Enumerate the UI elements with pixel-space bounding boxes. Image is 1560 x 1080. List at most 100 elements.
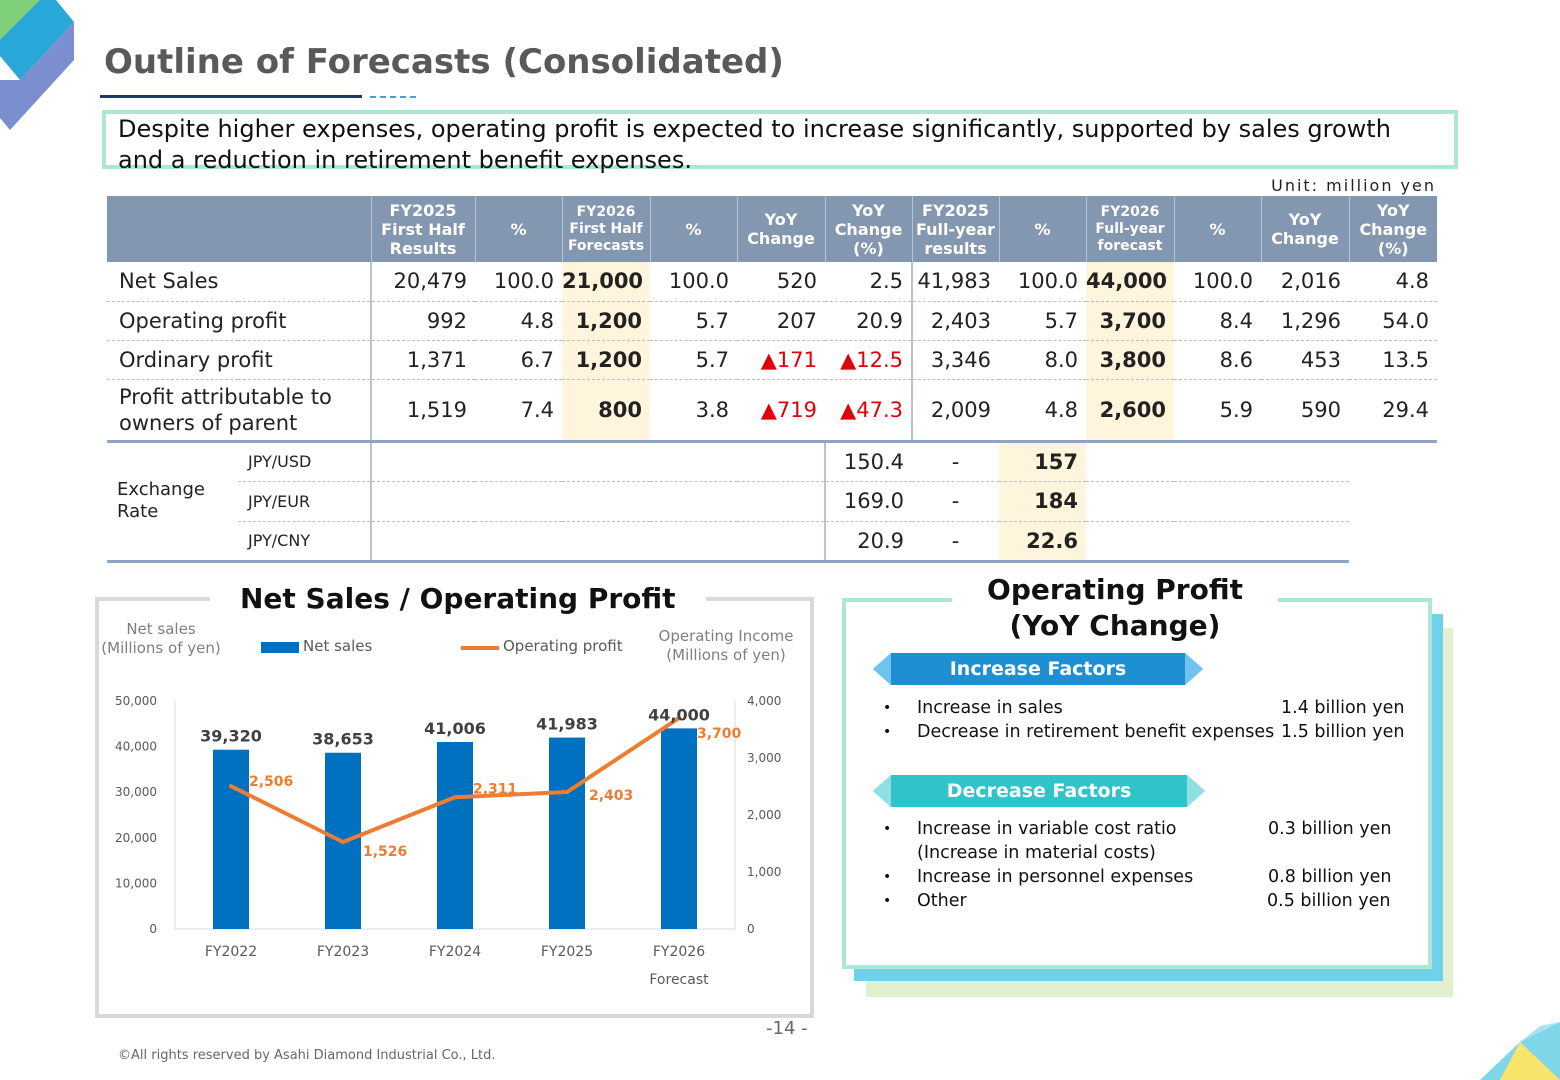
net-sales-bar (437, 742, 473, 929)
table-cell: 4.8 (1349, 262, 1437, 302)
table-cell: 100.0 (650, 262, 737, 302)
net-sales-data-label: 41,006 (424, 719, 486, 738)
table-cell: 8.0 (999, 340, 1086, 380)
net-sales-data-label: 38,653 (312, 730, 374, 749)
header-cell: % (475, 196, 563, 262)
y-tick-left: 20,000 (115, 831, 157, 845)
table-cell: 2,009 (911, 379, 999, 443)
table-cell: 2,016 (1261, 262, 1349, 302)
operating-profit-point (453, 795, 457, 800)
table-row: Ordinary profit 1,371 6.7 1,200 5.7 ▲171… (107, 340, 1437, 380)
y-tick-right: 3,000 (747, 751, 781, 765)
table-cell: 54.0 (1349, 301, 1437, 341)
header-cell: YoY Change (1261, 196, 1350, 262)
table-cell: 5.9 (1174, 379, 1261, 443)
operating-profit-data-label: 3,700 (697, 726, 742, 742)
corner-decoration (1480, 1022, 1560, 1080)
forecast-table: FY2025 First Half Results % FY2026 First Ha… (107, 196, 1437, 563)
operating-profit-point (229, 784, 233, 789)
exchange-row: Exchange Rate JPY/USD 150.4 - 157 (107, 441, 1437, 563)
table-cell: 41,983 (911, 262, 999, 302)
table-cell: 590 (1261, 379, 1349, 443)
header-cell: YoY Change (%) (1349, 196, 1437, 262)
legend-operating-profit: Operating profit (503, 637, 623, 655)
table-cell: 207 (737, 301, 825, 341)
y-tick-right: 1,000 (747, 865, 781, 879)
decrease-factors-ribbon: Decrease Factors (873, 775, 1205, 807)
left-axis-title: Net sales (126, 620, 196, 638)
table-cell: 2,403 (911, 301, 999, 341)
net-sales-bar (213, 749, 249, 929)
table-cell: 1,200 (562, 301, 650, 341)
right-axis-title: (Millions of yen) (666, 646, 785, 664)
table-cell: 169.0 (824, 481, 912, 522)
table-cell: 453 (1261, 340, 1349, 380)
header-cell: FY2026 Full-year forecast (1086, 196, 1175, 262)
operating-profit-data-label: 2,311 (473, 781, 517, 797)
table-cell: 157 (999, 441, 1086, 482)
table-cell: 29.4 (1349, 379, 1437, 443)
net-sales-bar (549, 737, 585, 929)
table-cell: 520 (737, 262, 825, 302)
net-sales-data-label: 41,983 (536, 715, 598, 734)
table-cell: 20.9 (824, 521, 912, 563)
header-cell: FY2026 First Half Forecasts (562, 196, 651, 262)
header-cell: % (1174, 196, 1262, 262)
table-cell: 3,346 (911, 340, 999, 380)
page-number: -14 - (766, 1018, 808, 1039)
table-cell: 8.4 (1174, 301, 1261, 341)
header-cell: % (999, 196, 1087, 262)
table-cell: 1,519 (370, 379, 475, 443)
x-tick-label: FY2023 (317, 944, 369, 960)
table-cell: 20.9 (825, 301, 912, 341)
table-row: Net Sales 20,479 100.0 21,000 100.0 520 … (107, 262, 1437, 302)
y-tick-left: 30,000 (115, 785, 157, 799)
table-cell: 5.7 (650, 301, 737, 341)
table-cell: 4.8 (475, 301, 562, 341)
table-cell: 100.0 (999, 262, 1086, 302)
exchange-row: JPY/EUR 169.0 - 184 (107, 481, 1437, 522)
table-cell: 20,479 (370, 262, 475, 302)
decrease-factors-label: Decrease Factors (946, 780, 1132, 802)
table-cell: ▲171 (737, 340, 825, 380)
table-cell: 44,000 (1086, 262, 1174, 302)
table-header-row: FY2025 First Half Results % FY2026 First Ha… (107, 196, 1437, 262)
net-sales-bar (661, 728, 697, 929)
row-label: Ordinary profit (107, 340, 371, 380)
table-cell: 21,000 (562, 262, 650, 302)
sales-profit-chart: Net sales (Millions of yen) Operating In… (101, 620, 793, 988)
corner-decoration (0, 0, 74, 130)
row-label: Operating profit (107, 301, 371, 341)
header-cell: FY2025 Full-year results (912, 196, 1000, 262)
x-tick-label: FY2026 (653, 944, 705, 960)
header-cell: FY2025 First Half Results (371, 196, 476, 262)
summary-box: Despite higher expenses, operating profi… (102, 110, 1458, 174)
table-cell: 6.7 (475, 340, 562, 380)
currency-pair: JPY/USD (238, 441, 371, 482)
table-cell: 992 (370, 301, 475, 341)
table-cell: 5.7 (650, 340, 737, 380)
table-cell: 8.6 (1174, 340, 1261, 380)
empty-cell (1086, 441, 1349, 482)
operating-profit-point (677, 716, 681, 721)
currency-pair: JPY/EUR (238, 481, 371, 522)
table-cell: 3.8 (650, 379, 737, 443)
empty-cell (1086, 521, 1349, 563)
unit-label: Unit: million yen (1271, 176, 1436, 195)
table-cell: 184 (999, 481, 1086, 522)
x-tick-label: FY2025 (541, 944, 593, 960)
operating-profit-data-label: 2,403 (589, 788, 633, 804)
table-cell: ▲47.3 (825, 379, 912, 443)
table-cell: - (912, 481, 999, 522)
left-axis-title: (Millions of yen) (101, 639, 220, 657)
table-cell: - (912, 441, 999, 482)
operating-profit-data-label: 2,506 (249, 774, 293, 790)
exchange-rate-label: Exchange Rate (107, 441, 238, 563)
header-blank (107, 196, 372, 262)
legend-net-sales: Net sales (303, 637, 373, 655)
table-cell: 5.7 (999, 301, 1086, 341)
